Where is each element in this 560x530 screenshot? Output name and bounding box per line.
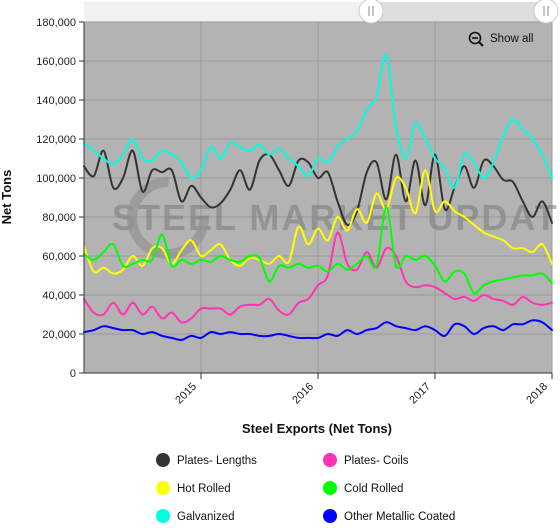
y-tick-label: 160,000: [36, 56, 76, 68]
legend-label: Other Metallic Coated: [344, 511, 455, 523]
legend-item-cold-rolled[interactable]: Cold Rolled: [323, 481, 403, 495]
legend-item-other-metallic-coated[interactable]: Other Metallic Coated: [323, 509, 455, 523]
x-axis-ticks: 2015 2016 2017 2018: [173, 373, 553, 407]
series-line-plates-coils[interactable]: [83, 231, 553, 324]
x-tick-label: 2018: [524, 381, 550, 407]
y-tick-label: 100,000: [36, 173, 76, 185]
legend-marker: [323, 509, 337, 523]
legend-marker: [156, 453, 170, 467]
legend-marker: [323, 481, 337, 495]
x-tick-label: 2017: [407, 381, 433, 407]
y-tick-label: 40,000: [42, 290, 76, 302]
navigator-handle-right[interactable]: [533, 0, 559, 24]
show-all-label: Show all: [490, 33, 533, 45]
series-line-hot-rolled[interactable]: [83, 169, 553, 275]
legend-label: Galvanized: [177, 511, 235, 523]
legend-marker: [156, 509, 170, 523]
series-line-galvanized[interactable]: [83, 53, 553, 189]
series-line-plates-lengths[interactable]: [83, 149, 553, 227]
series-lines: [83, 53, 553, 341]
zoom-out-icon: [468, 31, 484, 47]
y-tick-label: 180,000: [36, 17, 76, 29]
legend-label: Cold Rolled: [344, 483, 403, 495]
navigator-handle-left[interactable]: [358, 0, 384, 24]
y-tick-label: 20,000: [42, 329, 76, 341]
legend-item-galvanized[interactable]: Galvanized: [156, 509, 235, 523]
series-line-cold-rolled[interactable]: [83, 206, 553, 295]
x-axis-title: Steel Exports (Net Tons): [242, 421, 392, 436]
legend: Plates- Lengths Plates- Coils Hot Rolled Co…: [156, 453, 455, 523]
legend-item-plates-coils[interactable]: Plates- Coils: [323, 453, 409, 467]
x-tick-label: 2016: [290, 381, 316, 407]
legend-marker: [323, 453, 337, 467]
y-axis-ticks: 0 20,000 40,000 60,000 80,000 100,000 120,000 1…: [36, 17, 84, 380]
legend-label: Plates- Lengths: [177, 455, 257, 467]
y-tick-label: 0: [70, 368, 76, 380]
y-tick-label: 80,000: [42, 212, 76, 224]
y-axis-title: Net Tons: [0, 170, 14, 225]
legend-label: Plates- Coils: [344, 455, 409, 467]
legend-marker: [156, 481, 170, 495]
show-all-button[interactable]: Show all: [463, 28, 545, 50]
series-line-other-metallic-coated[interactable]: [83, 319, 553, 341]
legend-label: Hot Rolled: [177, 483, 231, 495]
x-tick-label: 2015: [173, 381, 199, 407]
y-tick-label: 120,000: [36, 134, 76, 146]
navigator-range[interactable]: [84, 2, 371, 22]
legend-item-hot-rolled[interactable]: Hot Rolled: [156, 481, 231, 495]
legend-item-plates-lengths[interactable]: Plates- Lengths: [156, 453, 257, 467]
y-tick-label: 140,000: [36, 95, 76, 107]
y-tick-label: 60,000: [42, 251, 76, 263]
